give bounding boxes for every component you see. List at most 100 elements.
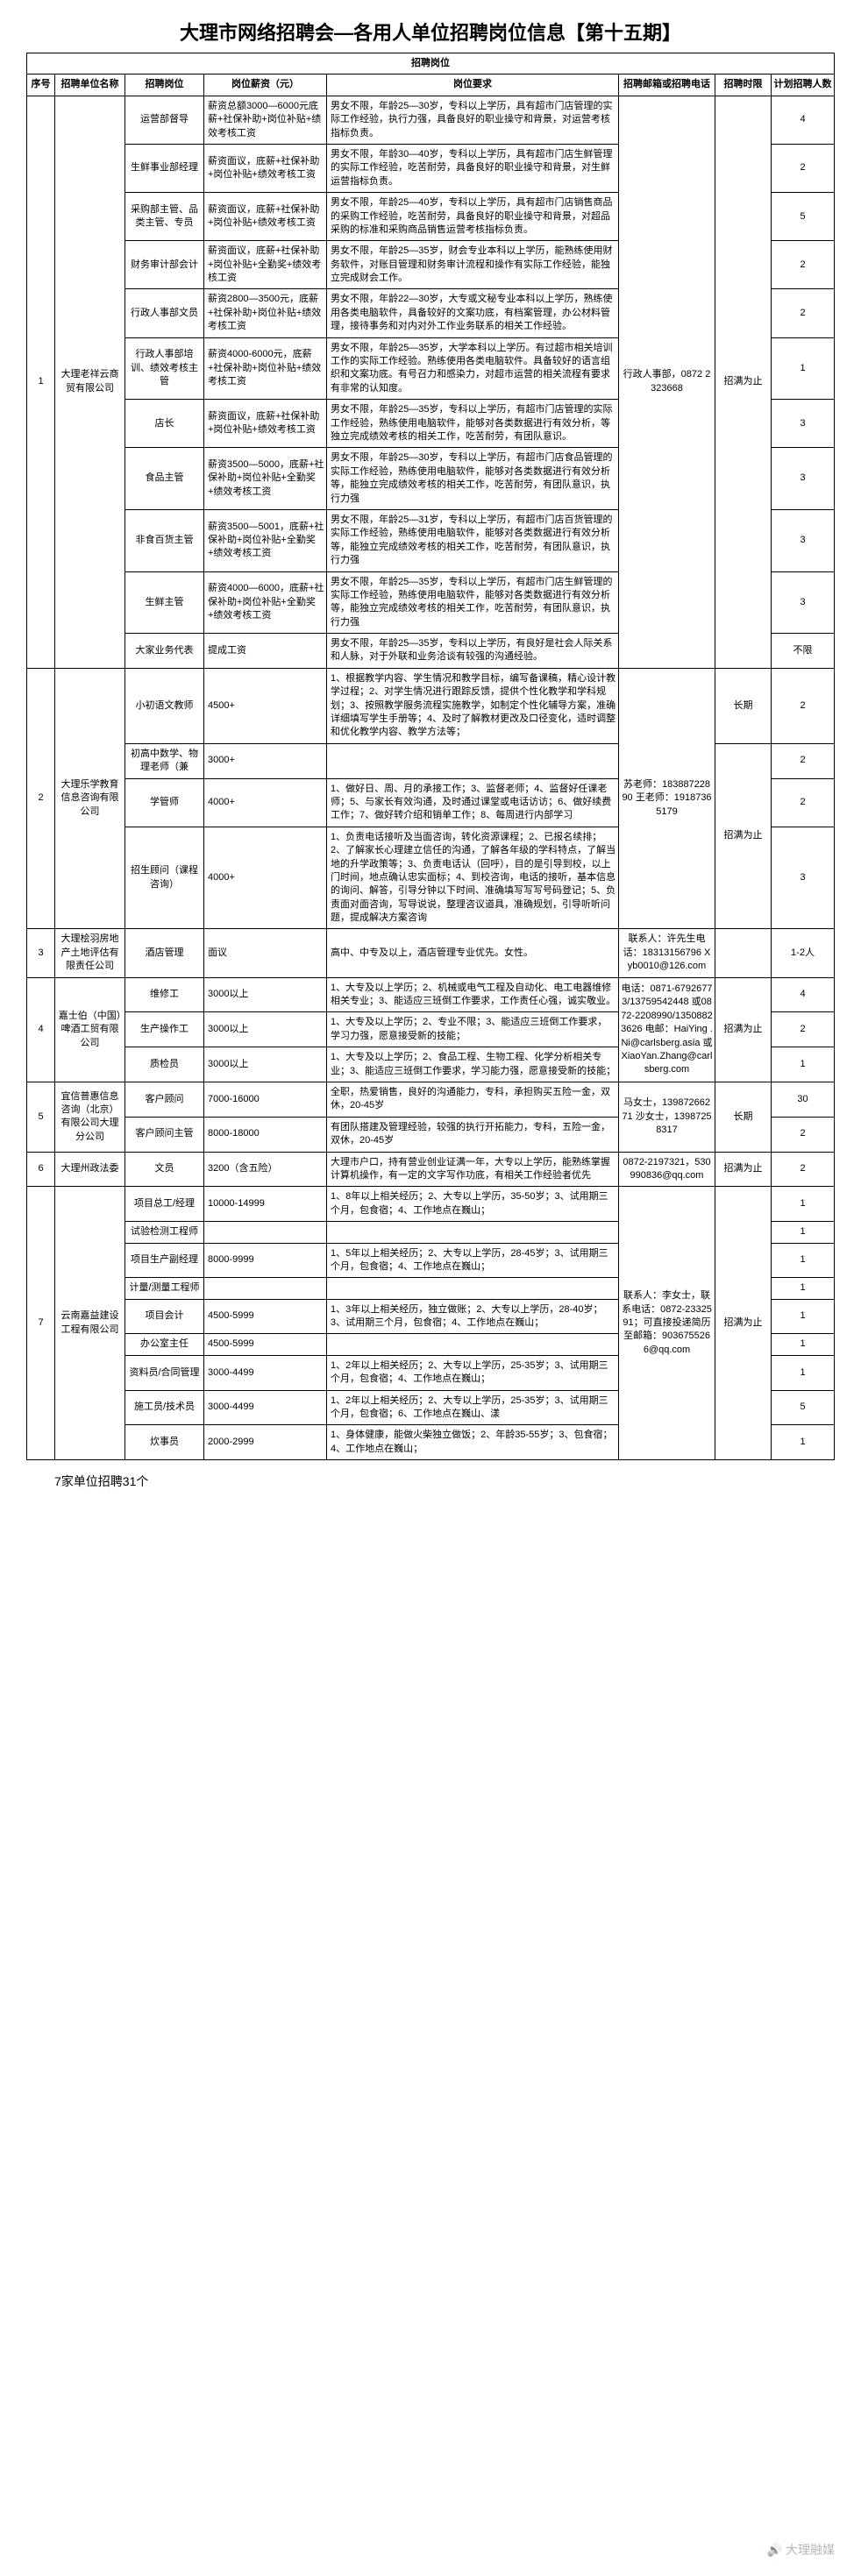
cell-count: 1 — [772, 1243, 835, 1278]
cell-job: 运营部督导 — [125, 96, 204, 144]
cell-limit: 长期 — [715, 1082, 772, 1153]
cell-seq: 3 — [27, 929, 55, 977]
cell-company: 嘉士伯（中国）啤酒工贸有限公司 — [55, 977, 125, 1082]
cell-req: 男女不限，年龄25—35岁，专科以上学历，有超市门店管理的实际工作经验，熟练使用… — [327, 400, 619, 448]
watermark: 🔊 大理融媒 — [767, 2541, 835, 2558]
cell-salary: 提成工资 — [204, 634, 327, 669]
cell-req: 1、根据教学内容、学生情况和教学目标，编写备课稿，精心设计教学过程；2、对学生情… — [327, 668, 619, 743]
cell-job: 学管师 — [125, 778, 204, 827]
cell-req — [327, 1222, 619, 1243]
page-title: 大理市网络招聘会—各用人单位招聘岗位信息【第十五期】 — [26, 18, 835, 46]
cell-job: 试验检测工程师 — [125, 1222, 204, 1243]
cell-req: 全职，热爱销售，良好的沟通能力，专科，承担购买五险一金，双休，20-45岁 — [327, 1082, 619, 1118]
cell-seq: 1 — [27, 96, 55, 668]
col-header-salary: 岗位薪资（元） — [204, 75, 327, 96]
cell-salary — [204, 1278, 327, 1299]
cell-count: 4 — [772, 977, 835, 1012]
cell-salary: 3000-4499 — [204, 1390, 327, 1425]
job-row: 5宜信普惠信息咨询（北京）有限公司大理分公司客户顾问7000-16000全职，热… — [27, 1082, 835, 1118]
cell-seq: 7 — [27, 1187, 55, 1460]
cell-count: 1 — [772, 337, 835, 400]
cell-contact: 联系人：李女士，联系电话：0872-2332591；可直接投递简历至邮箱：903… — [619, 1187, 715, 1460]
cell-req: 1、大专及以上学历；2、机械或电气工程及自动化、电工电器维修相关专业；3、能适应… — [327, 977, 619, 1012]
cell-count: 1 — [772, 1047, 835, 1082]
cell-salary: 薪资面议，底薪+社保补助+岗位补贴+绩效考核工资 — [204, 144, 327, 192]
cell-salary: 10000-14999 — [204, 1187, 327, 1222]
cell-count: 1 — [772, 1187, 835, 1222]
cell-req: 1、做好日、周、月的承接工作；3、监督老师；4、监督好任课老师；5、与家长有效沟… — [327, 778, 619, 827]
cell-job: 文员 — [125, 1152, 204, 1187]
cell-count: 3 — [772, 571, 835, 634]
col-header-job: 招聘岗位 — [125, 75, 204, 96]
cell-job: 小初语文教师 — [125, 668, 204, 743]
cell-salary: 2000-2999 — [204, 1425, 327, 1460]
col-header-count: 计划招聘人数 — [772, 75, 835, 96]
cell-req: 1、3年以上相关经历，独立做账；2、大专以上学历，28-40岁；3、试用期三个月… — [327, 1299, 619, 1334]
cell-limit: 招满为止 — [715, 1152, 772, 1187]
cell-count: 30 — [772, 1082, 835, 1118]
cell-salary: 3200（含五险） — [204, 1152, 327, 1187]
cell-job: 非食百货主管 — [125, 509, 204, 571]
cell-job: 采购部主管、品类主管、专员 — [125, 193, 204, 241]
col-header-company: 招聘单位名称 — [55, 75, 125, 96]
cell-req: 男女不限，年龄30—40岁，专科以上学历，具有超市门店生鲜管理的实际工作经验，吃… — [327, 144, 619, 192]
cell-count: 1 — [772, 1334, 835, 1355]
cell-count: 2 — [772, 1012, 835, 1047]
cell-req: 男女不限，年龄25—30岁，专科以上学历，有超市门店食品管理的实际工作经验，熟练… — [327, 448, 619, 510]
cell-salary: 薪资总额3000—6000元底薪+社保补助+岗位补贴+绩效考核工资 — [204, 96, 327, 144]
cell-job: 初高中数学、物理老师（兼 — [125, 743, 204, 778]
cell-seq: 5 — [27, 1082, 55, 1153]
cell-contact: 马女士，13987266271 沙女士，13987258317 — [619, 1082, 715, 1153]
cell-count: 1 — [772, 1222, 835, 1243]
cell-count: 2 — [772, 1152, 835, 1187]
cell-contact: 0872-2197321，530990836@qq.com — [619, 1152, 715, 1187]
cell-job: 财务审计部会计 — [125, 241, 204, 289]
cell-req: 1、负责电话接听及当面咨询，转化资源课程；2、已报名续排；2、了解家长心理建立信… — [327, 827, 619, 929]
cell-job: 办公室主任 — [125, 1334, 204, 1355]
cell-count: 2 — [772, 144, 835, 192]
cell-limit: 招满为止 — [715, 977, 772, 1082]
cell-req: 男女不限，年龄25—30岁，专科以上学历，具有超市门店管理的实际工作经验，执行力… — [327, 96, 619, 144]
cell-count: 3 — [772, 448, 835, 510]
cell-req — [327, 1278, 619, 1299]
cell-job: 施工员/技术员 — [125, 1390, 204, 1425]
cell-count: 3 — [772, 827, 835, 929]
cell-salary: 8000-9999 — [204, 1243, 327, 1278]
cell-req: 1、2年以上相关经历；2、大专以上学历，25-35岁；3、试用期三个月，包食宿；… — [327, 1355, 619, 1390]
job-row: 7云南嘉益建设工程有限公司项目总工/经理10000-149991、8年以上相关经… — [27, 1187, 835, 1222]
col-header-req: 岗位要求 — [327, 75, 619, 96]
cell-req — [327, 743, 619, 778]
cell-job: 计量/测量工程师 — [125, 1278, 204, 1299]
cell-req: 有团队搭建及管理经验，较强的执行开拓能力，专科，五险一金，双休，20-45岁 — [327, 1117, 619, 1152]
cell-company: 大理老祥云商贸有限公司 — [55, 96, 125, 668]
cell-salary: 3000以上 — [204, 1047, 327, 1082]
cell-job: 客户顾问主管 — [125, 1117, 204, 1152]
cell-contact: 联系人：许先生电话：18313156796 Xyb0010@126.com — [619, 929, 715, 977]
cell-contact: 苏老师：18388722890 王老师：19187365179 — [619, 668, 715, 929]
job-row: 2大理乐学教育信息咨询有限公司小初语文教师4500+1、根据教学内容、学生情况和… — [27, 668, 835, 743]
cell-req: 1、2年以上相关经历；2、大专以上学历，25-35岁；3、试用期三个月，包食宿；… — [327, 1390, 619, 1425]
cell-contact: 行政人事部，0872 2323668 — [619, 96, 715, 668]
cell-count: 1 — [772, 1425, 835, 1460]
cell-limit: 招满为止 — [715, 743, 772, 929]
cell-job: 生鲜事业部经理 — [125, 144, 204, 192]
cell-count: 5 — [772, 1390, 835, 1425]
cell-salary: 8000-18000 — [204, 1117, 327, 1152]
cell-req: 高中、中专及以上，酒店管理专业优先。女性。 — [327, 929, 619, 977]
cell-count: 1-2人 — [772, 929, 835, 977]
cell-count: 4 — [772, 96, 835, 144]
cell-salary — [204, 1222, 327, 1243]
cell-count: 2 — [772, 289, 835, 337]
cell-job: 大家业务代表 — [125, 634, 204, 669]
cell-limit: 招满为止 — [715, 96, 772, 668]
cell-salary: 4000+ — [204, 778, 327, 827]
cell-req: 男女不限，年龄25—40岁，专科以上学历，具有超市门店销售商品的采购工作经验，吃… — [327, 193, 619, 241]
cell-count: 1 — [772, 1355, 835, 1390]
cell-count: 2 — [772, 1117, 835, 1152]
cell-count: 1 — [772, 1278, 835, 1299]
cell-company: 大理州政法委 — [55, 1152, 125, 1187]
cell-salary: 薪资面议，底薪+社保补助+岗位补贴+全勤奖+绩效考核工资 — [204, 241, 327, 289]
cell-job: 生鲜主管 — [125, 571, 204, 634]
cell-salary: 薪资2800—3500元，底薪+社保补助+岗位补贴+绩效考核工资 — [204, 289, 327, 337]
cell-limit: 长期 — [715, 668, 772, 743]
